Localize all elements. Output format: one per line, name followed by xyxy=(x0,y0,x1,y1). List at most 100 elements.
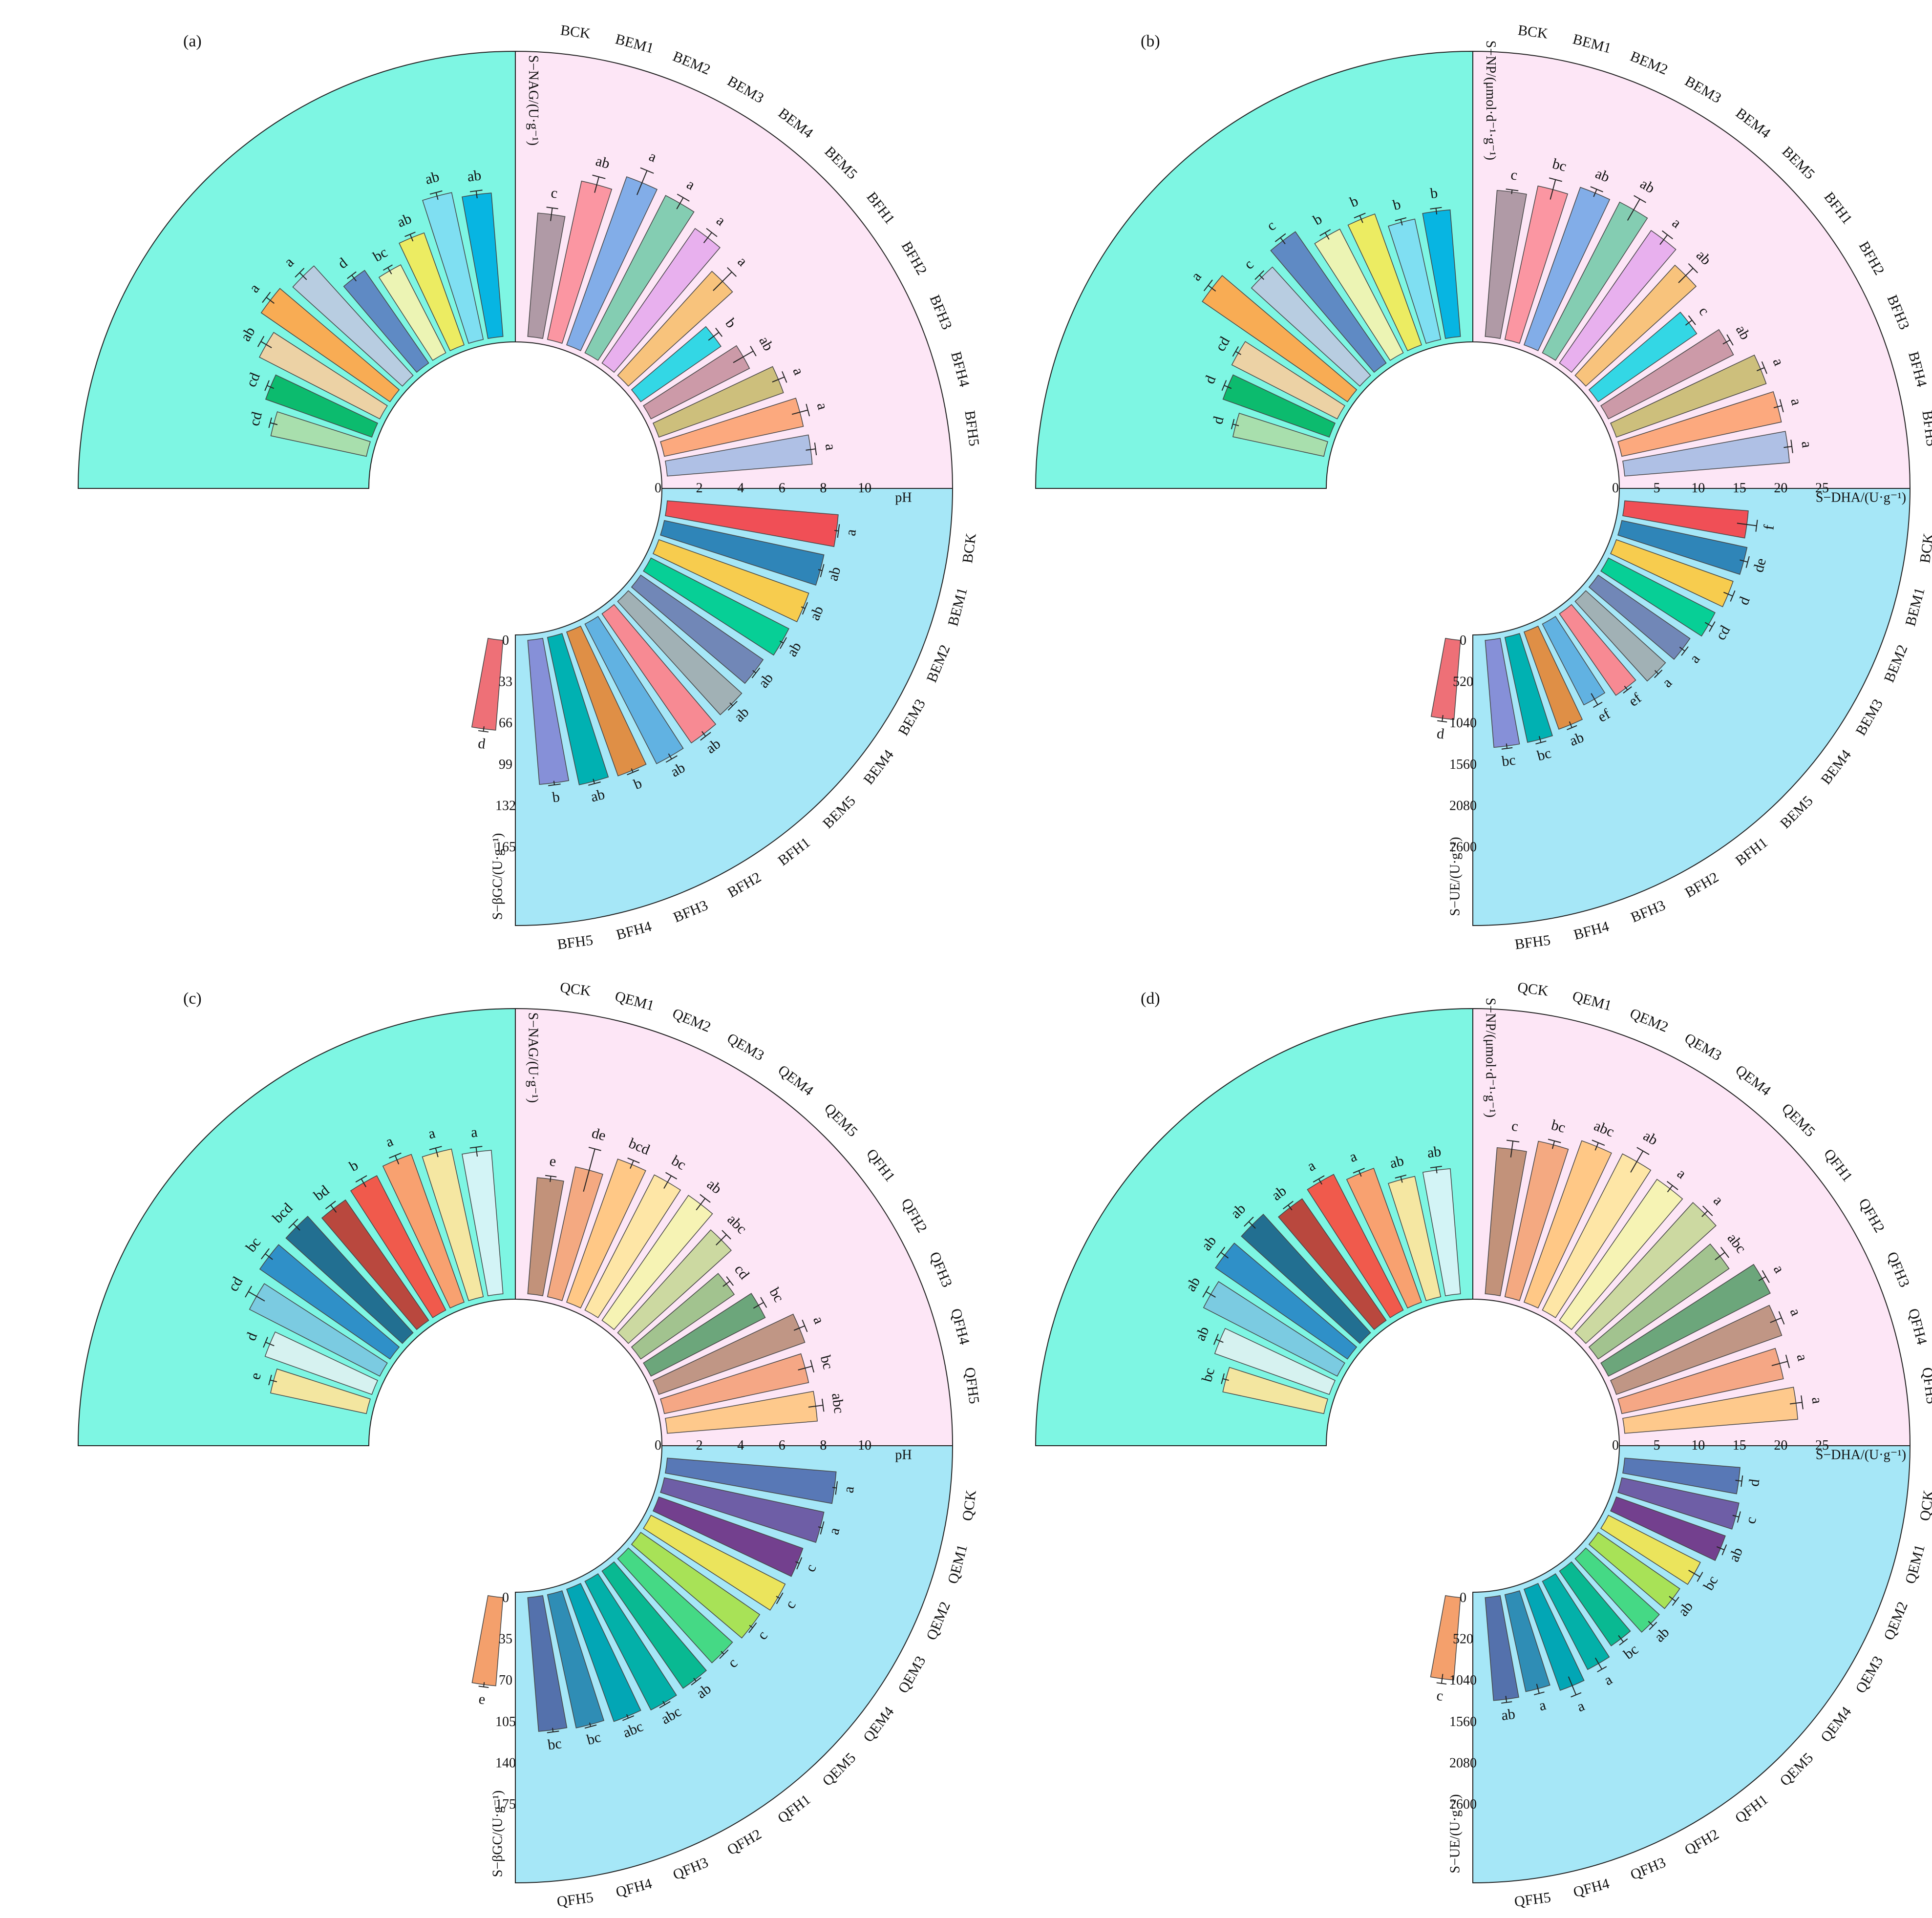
group-label: QEM5 xyxy=(819,1749,859,1789)
panel-3: (c) eQCKdeQEM1bcdQEM2bcQEM3abQEM4abcQEM5c… xyxy=(78,979,982,1910)
significance-letter: d xyxy=(477,735,487,752)
quadrant-tr: eQCKdeQEM1bcdQEM2bcQEM3abQEM4abcQEM5cdQF… xyxy=(495,979,982,1446)
group-label: QFH2 xyxy=(724,1826,764,1858)
error-cap xyxy=(1437,1683,1446,1684)
tick-label: 10 xyxy=(1691,481,1705,496)
tick-label: 0 xyxy=(1612,481,1619,496)
group-label: BCK xyxy=(1517,22,1549,42)
tick-label: 4 xyxy=(737,481,744,496)
tick-label: 1560 xyxy=(1449,757,1477,772)
group-label: BEM4 xyxy=(775,105,816,142)
axis-title: S−DHA/(U·g⁻¹) xyxy=(1816,1448,1906,1463)
group-label: BEM3 xyxy=(1682,73,1724,106)
group-label: QEM5 xyxy=(1779,1100,1818,1140)
tick-label: 15 xyxy=(1733,481,1746,496)
tick-label: 2080 xyxy=(1449,1755,1477,1770)
quadrant-br: fBCKdeBEM1dBEM2cdBEM3aBEM4aBEM5efBFH1efB… xyxy=(1473,481,1932,953)
tick-label: 20 xyxy=(1774,481,1787,496)
group-label: QFH3 xyxy=(671,1854,711,1883)
tick-label: 33 xyxy=(499,674,512,690)
group-label: QCK xyxy=(1516,979,1549,999)
group-label: BEM1 xyxy=(1902,586,1928,628)
tick-label: 132 xyxy=(495,798,516,813)
error-cap xyxy=(478,731,488,732)
group-label: QEM1 xyxy=(613,988,656,1014)
tick-label: 2 xyxy=(696,481,703,496)
tick-label: 99 xyxy=(499,757,512,772)
panel-label: (a) xyxy=(183,32,202,50)
tick-label: 8 xyxy=(820,1438,827,1453)
group-label: QEM2 xyxy=(1628,1005,1671,1035)
group-label: QFH5 xyxy=(1919,1367,1932,1405)
group-label: BFH3 xyxy=(1884,293,1913,332)
group-label: BFH3 xyxy=(671,897,710,926)
group-label: QEM2 xyxy=(1881,1600,1911,1643)
group-label: QEM1 xyxy=(945,1543,971,1585)
tick-label: 0 xyxy=(502,1590,509,1605)
group-label: BEM2 xyxy=(1881,642,1911,685)
tick-label: 66 xyxy=(499,716,512,731)
panel-2: (b)cBCKbcBEM1abBEM2abBEM3aBEM4abBEM5cBFH… xyxy=(1036,22,1932,952)
quadrant-br: dQCKcQEM1abQEM2bcQEM3abQEM4abQEM5bcQFH1a… xyxy=(1473,1438,1932,1910)
group-label: QEM4 xyxy=(860,1704,897,1745)
error-cap xyxy=(1437,721,1447,722)
group-label: BEM3 xyxy=(895,696,929,738)
tick-label: 4 xyxy=(737,1438,744,1453)
panel-1: (a) cBCKabBEM1aBEM2aBEM3aBEM4aBEM5bBFH1ab… xyxy=(78,22,982,952)
group-label: QCK xyxy=(559,979,592,999)
tick-label: 1040 xyxy=(1449,716,1477,731)
tick-label: 10 xyxy=(858,481,871,496)
tick-label: 15 xyxy=(1733,1438,1746,1453)
group-label: QEM4 xyxy=(1732,1062,1774,1099)
group-label: QFH3 xyxy=(1628,1854,1668,1883)
group-label: QEM4 xyxy=(775,1062,816,1099)
group-label: QFH2 xyxy=(1682,1826,1721,1858)
axis-title: S−NP/(μmol·d⁻¹·g⁻¹) xyxy=(1483,998,1498,1117)
significance-letter: ab xyxy=(1500,1706,1516,1724)
group-label: QFH1 xyxy=(863,1146,898,1185)
axis-title: pH xyxy=(895,1448,912,1463)
axis-title: S−NAG/(U·g⁻¹) xyxy=(526,55,541,146)
significance-letter: c xyxy=(1436,1687,1444,1704)
group-label: BFH5 xyxy=(1919,409,1932,447)
significance-letter: bc xyxy=(1501,752,1516,769)
group-label: BEM3 xyxy=(724,73,766,106)
group-label: BFH4 xyxy=(948,350,973,388)
group-label: BFH3 xyxy=(1629,897,1668,926)
group-label: BFH2 xyxy=(1856,239,1888,278)
tick-label: 0 xyxy=(1460,633,1466,648)
group-label: BFH5 xyxy=(961,409,982,447)
tick-label: 520 xyxy=(1453,674,1473,690)
tick-label: 105 xyxy=(495,1714,516,1729)
quadrant-tr: cBCKabBEM1aBEM2aBEM3aBEM4aBEM5bBFH1abBFH… xyxy=(495,22,982,488)
panel-label: (c) xyxy=(183,990,202,1008)
group-label: QEM2 xyxy=(670,1005,713,1035)
group-label: BEM1 xyxy=(1571,31,1613,57)
group-label: QFH4 xyxy=(948,1307,973,1347)
group-label: BEM4 xyxy=(860,747,897,788)
group-label: BFH4 xyxy=(615,918,653,943)
significance-letter: ab xyxy=(467,167,482,185)
group-label: QFH1 xyxy=(1821,1146,1856,1185)
significance-letter: ab xyxy=(1426,1143,1442,1161)
axis-title: S−NP/(μmol·d⁻¹·g⁻¹) xyxy=(1483,41,1498,160)
group-label: BFH2 xyxy=(1682,869,1721,901)
tick-label: 70 xyxy=(499,1673,512,1688)
group-label: BFH1 xyxy=(775,834,813,869)
tick-label: 2080 xyxy=(1449,798,1477,813)
group-label: QFH5 xyxy=(961,1367,982,1405)
group-label: QFH4 xyxy=(1905,1307,1930,1347)
group-label: BFH5 xyxy=(1514,932,1551,952)
group-label: QFH3 xyxy=(926,1249,955,1289)
error-bar xyxy=(834,530,838,531)
group-label: QEM1 xyxy=(1571,988,1613,1014)
tick-label: 0 xyxy=(502,633,509,648)
